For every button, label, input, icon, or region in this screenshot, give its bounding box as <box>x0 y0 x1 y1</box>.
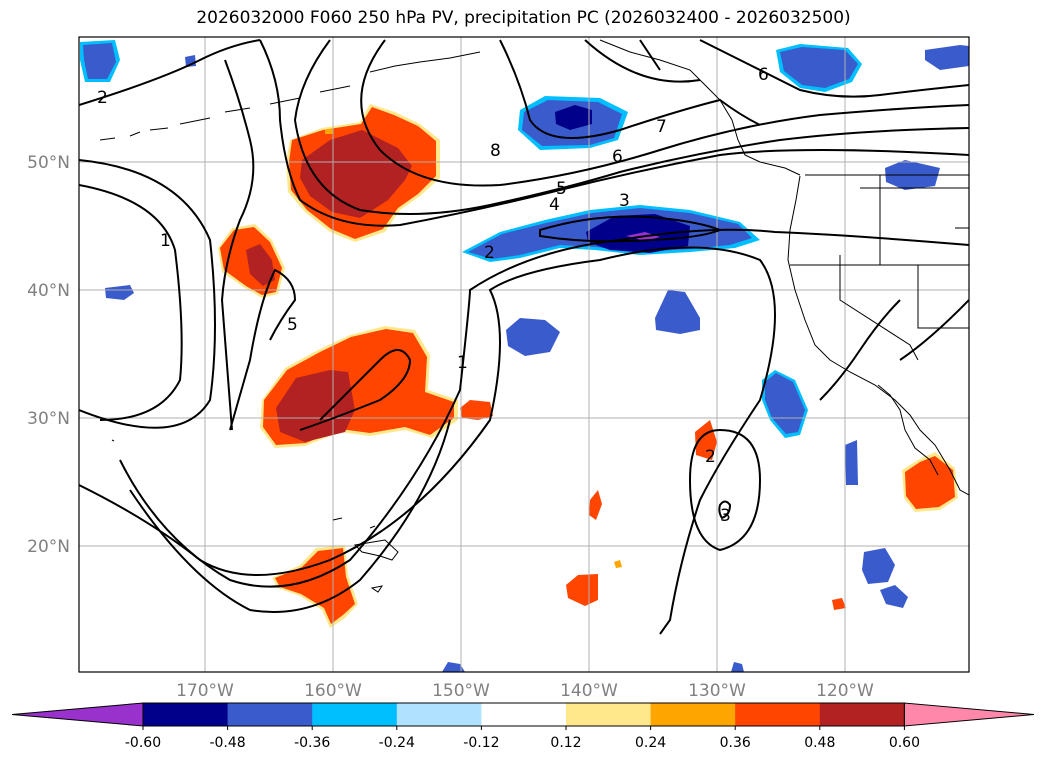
contour-labels: 2 1 5 8 7 6 5 4 3 2 1 2 3 6 <box>97 65 769 526</box>
colorbar-tick-label: 0.60 <box>889 735 920 751</box>
contour-label: 5 <box>287 315 298 335</box>
lon-label: 160°W <box>304 681 362 701</box>
colorbar-extend-max <box>903 702 1035 727</box>
contour-label: 1 <box>457 353 468 373</box>
colorbar-segment <box>735 703 821 726</box>
colorbar-tick-label: -0.12 <box>463 735 499 751</box>
coastlines <box>99 39 969 593</box>
colorbar-segment <box>396 703 482 726</box>
lon-label: 140°W <box>560 681 618 701</box>
lon-label: 120°W <box>816 681 874 701</box>
contour-label: 2 <box>484 243 495 263</box>
contour-label: 8 <box>490 141 501 161</box>
positive-anomaly-regions <box>218 104 958 628</box>
contour-label: 3 <box>619 191 630 211</box>
contour-label: 6 <box>758 65 769 85</box>
contour-label: 2 <box>97 88 108 108</box>
contour-label: 7 <box>656 117 667 137</box>
map-title: 2026032000 F060 250 hPa PV, precipitatio… <box>196 8 851 28</box>
colorbar-border <box>142 702 905 727</box>
colorbar-tick-label: 0.24 <box>635 735 666 751</box>
lon-label: 170°W <box>176 681 234 701</box>
map-border <box>78 36 970 673</box>
colorbar-segment <box>650 703 736 726</box>
colorbar-tick-label: -0.48 <box>209 735 245 751</box>
graticule <box>79 37 969 672</box>
lat-label: 50°N <box>27 153 70 173</box>
colorbar: -0.60 -0.48 -0.36 -0.24 -0.12 0.12 0.24 0.36 0.4… <box>11 702 1035 751</box>
colorbar-segment <box>227 703 313 726</box>
lat-label: 40°N <box>27 281 70 301</box>
colorbar-segment <box>566 703 652 726</box>
contour-label: 6 <box>612 147 623 167</box>
lat-label: 20°N <box>27 537 70 557</box>
contour-label: 3 <box>720 506 731 526</box>
contour-label: 2 <box>705 447 716 467</box>
colorbar-tick-label: 0.12 <box>550 735 581 751</box>
colorbar-tick-label: -0.24 <box>379 735 415 751</box>
pv-contours <box>79 39 969 635</box>
colorbar-segment <box>143 703 229 726</box>
colorbar-segment <box>481 703 567 726</box>
colorbar-tick-label: 0.36 <box>720 735 751 751</box>
contour-label: 1 <box>160 231 171 251</box>
longitude-labels: 170°W 160°W 150°W 140°W 130°W 120°W <box>176 681 874 701</box>
contour-label: 4 <box>549 195 560 215</box>
colorbar-segment <box>819 703 905 726</box>
colorbar-tick-label: -0.60 <box>125 735 161 751</box>
colorbar-tick-label: 0.48 <box>804 735 835 751</box>
lon-label: 130°W <box>688 681 746 701</box>
colorbar-tick-label: -0.36 <box>294 735 330 751</box>
contour-label: 5 <box>556 179 567 199</box>
latitude-labels: 50°N 40°N 30°N 20°N <box>27 153 70 557</box>
colorbar-segment <box>312 703 398 726</box>
lon-label: 150°W <box>432 681 490 701</box>
colorbar-extend-min <box>11 702 144 727</box>
lat-label: 30°N <box>27 409 70 429</box>
